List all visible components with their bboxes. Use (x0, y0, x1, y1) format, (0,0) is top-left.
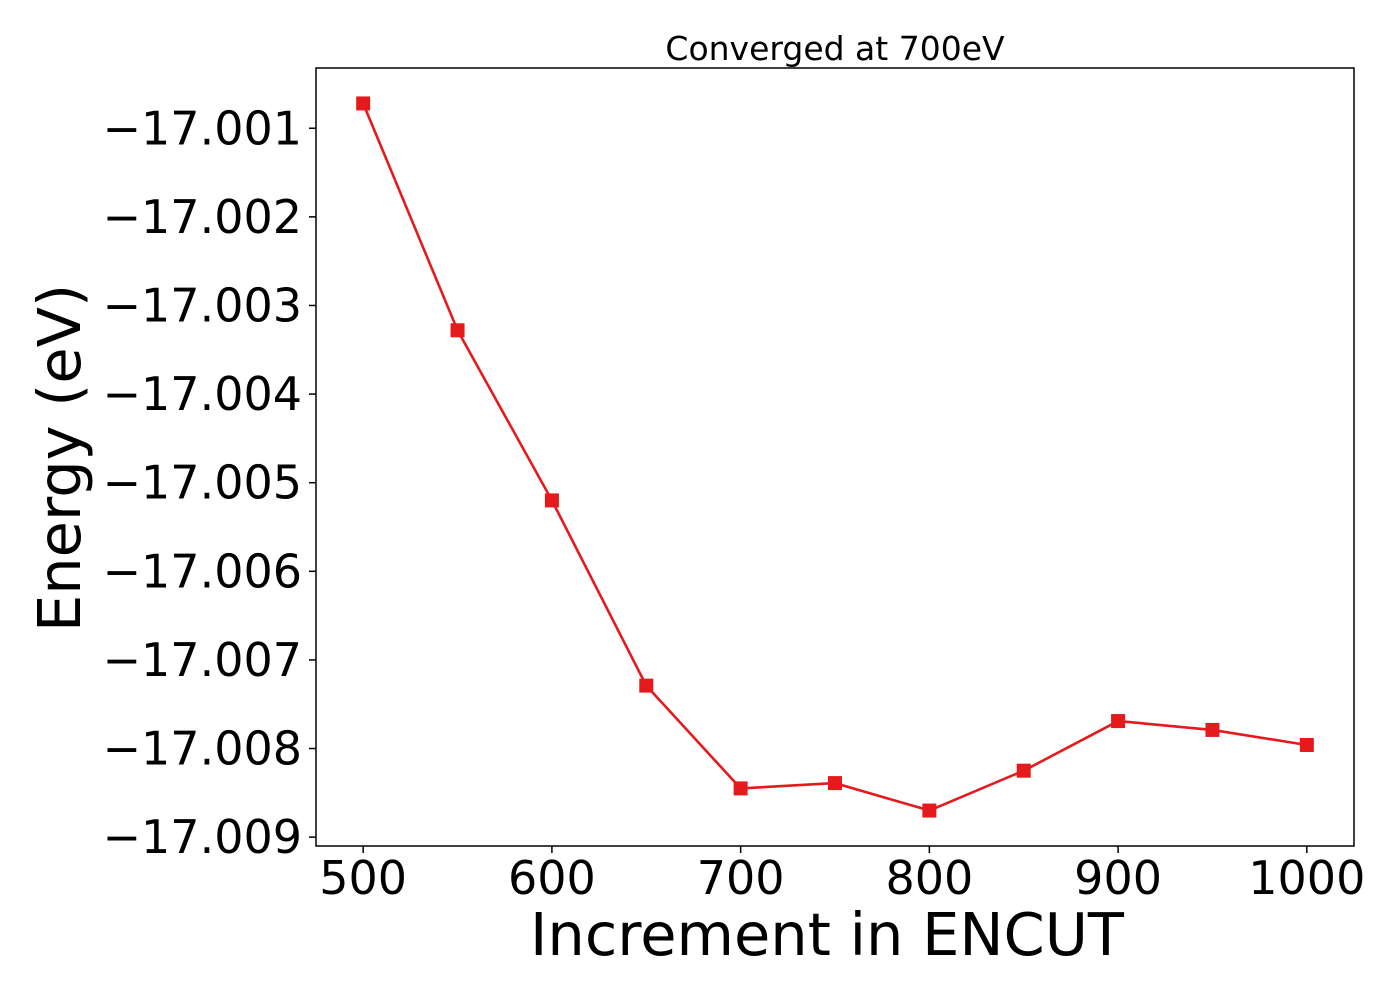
y-tick-label: −17.002 (103, 190, 303, 244)
x-tick-label: 900 (1074, 851, 1162, 905)
data-point-marker (544, 493, 559, 508)
y-tick-label: −17.008 (103, 722, 303, 776)
x-tick-label: 600 (508, 851, 596, 905)
data-point-marker (922, 803, 937, 818)
y-tick-label: −17.006 (103, 544, 303, 598)
y-tick-label: −17.003 (103, 278, 303, 332)
data-point-marker (1111, 714, 1126, 729)
data-point-marker (1016, 763, 1031, 778)
y-tick-label: −17.005 (103, 456, 303, 510)
y-axis-title: Energy (eV) (25, 284, 94, 632)
chart-title: Converged at 700eV (665, 29, 1005, 68)
plot-frame (315, 67, 1355, 847)
data-point-marker (828, 776, 842, 791)
y-tick-label: −17.009 (103, 810, 303, 864)
data-point-marker (1299, 737, 1314, 752)
y-tick-label: −17.004 (103, 367, 303, 421)
x-tick-label: 700 (697, 851, 785, 905)
x-axis-title: Increment in ENCUT (530, 900, 1125, 969)
ticks-layer: 500 600 700 800 900 1000 −17.001 −17.002 −17.003… (103, 101, 1366, 905)
x-tick-label: 500 (319, 851, 407, 905)
y-tick-label: −17.001 (103, 101, 303, 155)
data-point-marker (639, 678, 654, 693)
x-tick-label: 800 (885, 851, 973, 905)
x-tick-label: 1000 (1248, 851, 1365, 905)
y-tick-label: −17.007 (103, 633, 303, 687)
data-point-marker (450, 323, 465, 338)
data-point-marker (1205, 722, 1220, 737)
data-point-marker (733, 781, 748, 796)
data-layer (356, 96, 1314, 818)
data-point-marker (356, 96, 371, 111)
